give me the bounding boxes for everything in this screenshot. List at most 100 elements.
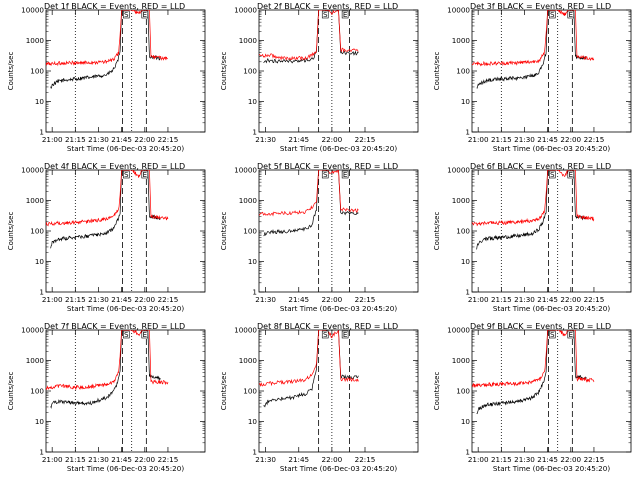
x-tick-label: 21:15 [65,295,86,304]
x-tick-label: 22:15 [158,135,179,144]
x-axis-label: Start Time (06-Dec-03 20:45:20) [280,464,397,473]
x-tick-label: 21:45 [537,135,558,144]
y-tick-label: 100 [243,227,257,236]
plot-title: Det 5f BLACK = Events, RED = LLD [257,162,398,171]
x-tick-label: 21:00 [42,295,63,304]
x-tick-label: 21:15 [491,295,512,304]
x-tick-label: 21:30 [255,455,276,464]
x-tick-label: 21:15 [491,135,512,144]
interval-marker-box [341,10,349,19]
x-axis-label: Start Time (06-Dec-03 20:45:20) [67,464,184,473]
y-tick-label: 10000 [21,326,44,335]
y-tick-label: 10 [35,97,45,106]
interval-marker-label: E [569,170,574,179]
x-tick-label: 21:45 [111,295,132,304]
x-axis-label: Start Time (06-Dec-03 20:45:20) [280,304,397,313]
y-tick-label: 1000 [26,36,45,45]
x-tick-label: 21:00 [468,135,489,144]
plot-area [259,170,359,292]
y-tick-label: 100 [243,67,257,76]
events-series-line [263,330,359,408]
plot-title: Det 4f BLACK = Events, RED = LLD [44,162,185,171]
y-tick-label: 100 [30,387,44,396]
y-tick-label: 1 [39,128,44,137]
interval-marker-label: S [323,10,328,19]
lightcurve-plot: Det 8f BLACK = Events, RED = LLD 1 10 100 10… [220,322,419,473]
x-tick-label: 22:15 [158,295,179,304]
plot-frame [45,169,206,293]
interval-marker-label: E [569,10,574,19]
x-tick-label: 22:00 [560,455,581,464]
plot-frame [471,329,632,453]
x-axis-label: Start Time (06-Dec-03 20:45:20) [67,304,184,313]
x-axis-label: Start Time (06-Dec-03 20:45:20) [67,144,184,153]
y-tick-label: 1 [39,288,44,297]
plot-title: Det 3f BLACK = Events, RED = LLD [470,2,611,11]
interval-marker-box [321,170,329,179]
x-tick-label: 22:15 [584,455,605,464]
y-axis-label: Counts/sec [220,52,228,91]
panel-det-5: Det 5f BLACK = Events, RED = LLD 1 10 100 10… [213,160,426,320]
x-tick-label: 22:00 [322,455,343,464]
plot-frame [258,329,419,453]
interval-marker-box [567,170,575,179]
interval-marker-box [341,330,349,339]
x-tick-label: 21:45 [288,295,309,304]
y-tick-label: 10000 [234,326,257,335]
y-tick-label: 1 [252,128,257,137]
plot-frame [258,169,419,293]
y-axis-label: Counts/sec [7,372,15,411]
x-tick-label: 21:30 [88,135,109,144]
interval-marker-box [321,330,329,339]
events-series-line [476,10,587,89]
x-tick-label: 22:00 [134,455,155,464]
plot-title: Det 6f BLACK = Events, RED = LLD [470,162,611,171]
interval-marker-label: E [143,330,148,339]
y-tick-label: 10000 [447,6,470,15]
y-tick-label: 10000 [234,6,257,15]
plot-title: Det 7f BLACK = Events, RED = LLD [44,322,185,331]
x-tick-label: 21:45 [111,135,132,144]
plot-area [46,10,169,132]
y-tick-label: 100 [456,67,470,76]
interval-marker-box [141,10,149,19]
interval-marker-label: E [343,10,348,19]
panel-det-8: Det 8f BLACK = Events, RED = LLD 1 10 100 10… [213,320,426,480]
y-tick-label: 10 [35,257,45,266]
lld-series-line [46,170,169,227]
x-tick-label: 21:45 [537,455,558,464]
x-tick-label: 21:30 [514,455,535,464]
interval-marker-box [567,330,575,339]
lld-series-line [46,330,169,391]
y-tick-label: 1000 [452,196,471,205]
panel-det-3: Det 3f BLACK = Events, RED = LLD 1 10 100 10… [426,0,639,160]
y-tick-label: 10 [35,417,45,426]
plot-title: Det 9f BLACK = Events, RED = LLD [470,322,611,331]
x-tick-label: 21:00 [42,135,63,144]
x-tick-label: 21:00 [468,455,489,464]
x-tick-label: 22:00 [322,135,343,144]
events-series-line [50,170,161,249]
lightcurve-plot: Det 6f BLACK = Events, RED = LLD 1 10 100 10… [433,162,632,313]
interval-marker-box [548,330,556,339]
interval-marker-box [141,330,149,339]
y-tick-label: 10000 [21,6,44,15]
y-tick-label: 1 [465,128,470,137]
y-tick-label: 1 [465,448,470,457]
interval-marker-label: S [323,170,328,179]
interval-marker-label: E [343,170,348,179]
x-axis-label: Start Time (06-Dec-03 20:45:20) [280,144,397,153]
lld-series-line [259,330,359,388]
plot-area [472,10,595,132]
lightcurve-plot: Det 3f BLACK = Events, RED = LLD 1 10 100 10… [433,2,632,153]
x-tick-label: 21:30 [88,295,109,304]
x-tick-label: 22:00 [322,295,343,304]
lld-series-line [259,170,359,217]
panel-det-9: Det 9f BLACK = Events, RED = LLD 1 10 100 10… [426,320,639,480]
plot-frame [258,9,419,133]
y-axis-label: Counts/sec [220,212,228,251]
interval-marker-box [341,170,349,179]
y-tick-label: 1 [465,288,470,297]
events-series-line [263,10,359,64]
